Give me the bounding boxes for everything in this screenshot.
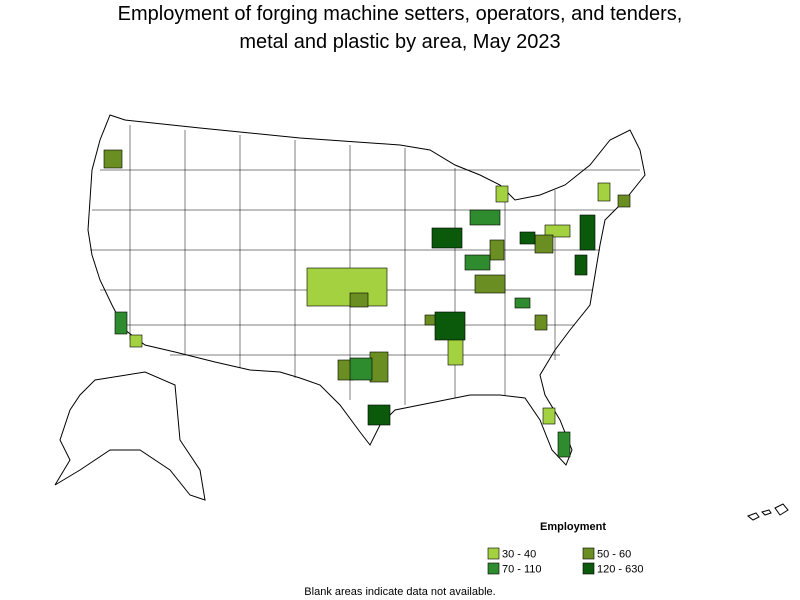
area: [519, 231, 536, 245]
footnote: Blank areas indicate data not available.: [304, 586, 495, 598]
legend-title: Employment: [540, 521, 606, 533]
area: [474, 274, 506, 294]
legend-swatch: [582, 547, 595, 560]
area-borders: [90, 125, 640, 405]
area: [306, 267, 388, 307]
area: [469, 209, 501, 226]
area: [129, 334, 143, 348]
area: [579, 214, 596, 251]
alaska: [54, 371, 206, 501]
area: [544, 224, 571, 238]
data-areas: [103, 149, 631, 458]
area: [464, 254, 491, 271]
area: [557, 431, 571, 458]
legend-label: 50 - 60: [597, 549, 631, 561]
legend-swatch: [582, 562, 595, 575]
legend-label: 30 - 40: [502, 549, 536, 561]
area: [617, 194, 631, 208]
area: [534, 314, 548, 331]
area: [574, 254, 588, 276]
hawaii: [747, 503, 789, 521]
area: [367, 404, 391, 426]
area: [434, 311, 466, 341]
legend-label: 70 - 110: [502, 564, 542, 576]
area: [349, 357, 373, 381]
area: [369, 351, 389, 383]
area: [103, 149, 123, 169]
area: [349, 292, 369, 308]
area: [542, 407, 556, 425]
title-line: Employment of forging machine setters, o…: [118, 3, 683, 25]
area: [431, 227, 463, 249]
area: [534, 234, 554, 254]
area: [495, 185, 509, 203]
area: [514, 297, 531, 309]
area: [114, 311, 128, 335]
title-line: metal and plastic by area, May 2023: [239, 31, 560, 53]
legend: 30 - 40 50 - 60 70 - 110 120 - 630: [487, 547, 643, 576]
legend-swatch: [487, 562, 500, 575]
legend-swatch: [487, 547, 500, 560]
area: [489, 239, 505, 261]
area: [597, 182, 611, 202]
legend-label: 120 - 630: [597, 564, 643, 576]
